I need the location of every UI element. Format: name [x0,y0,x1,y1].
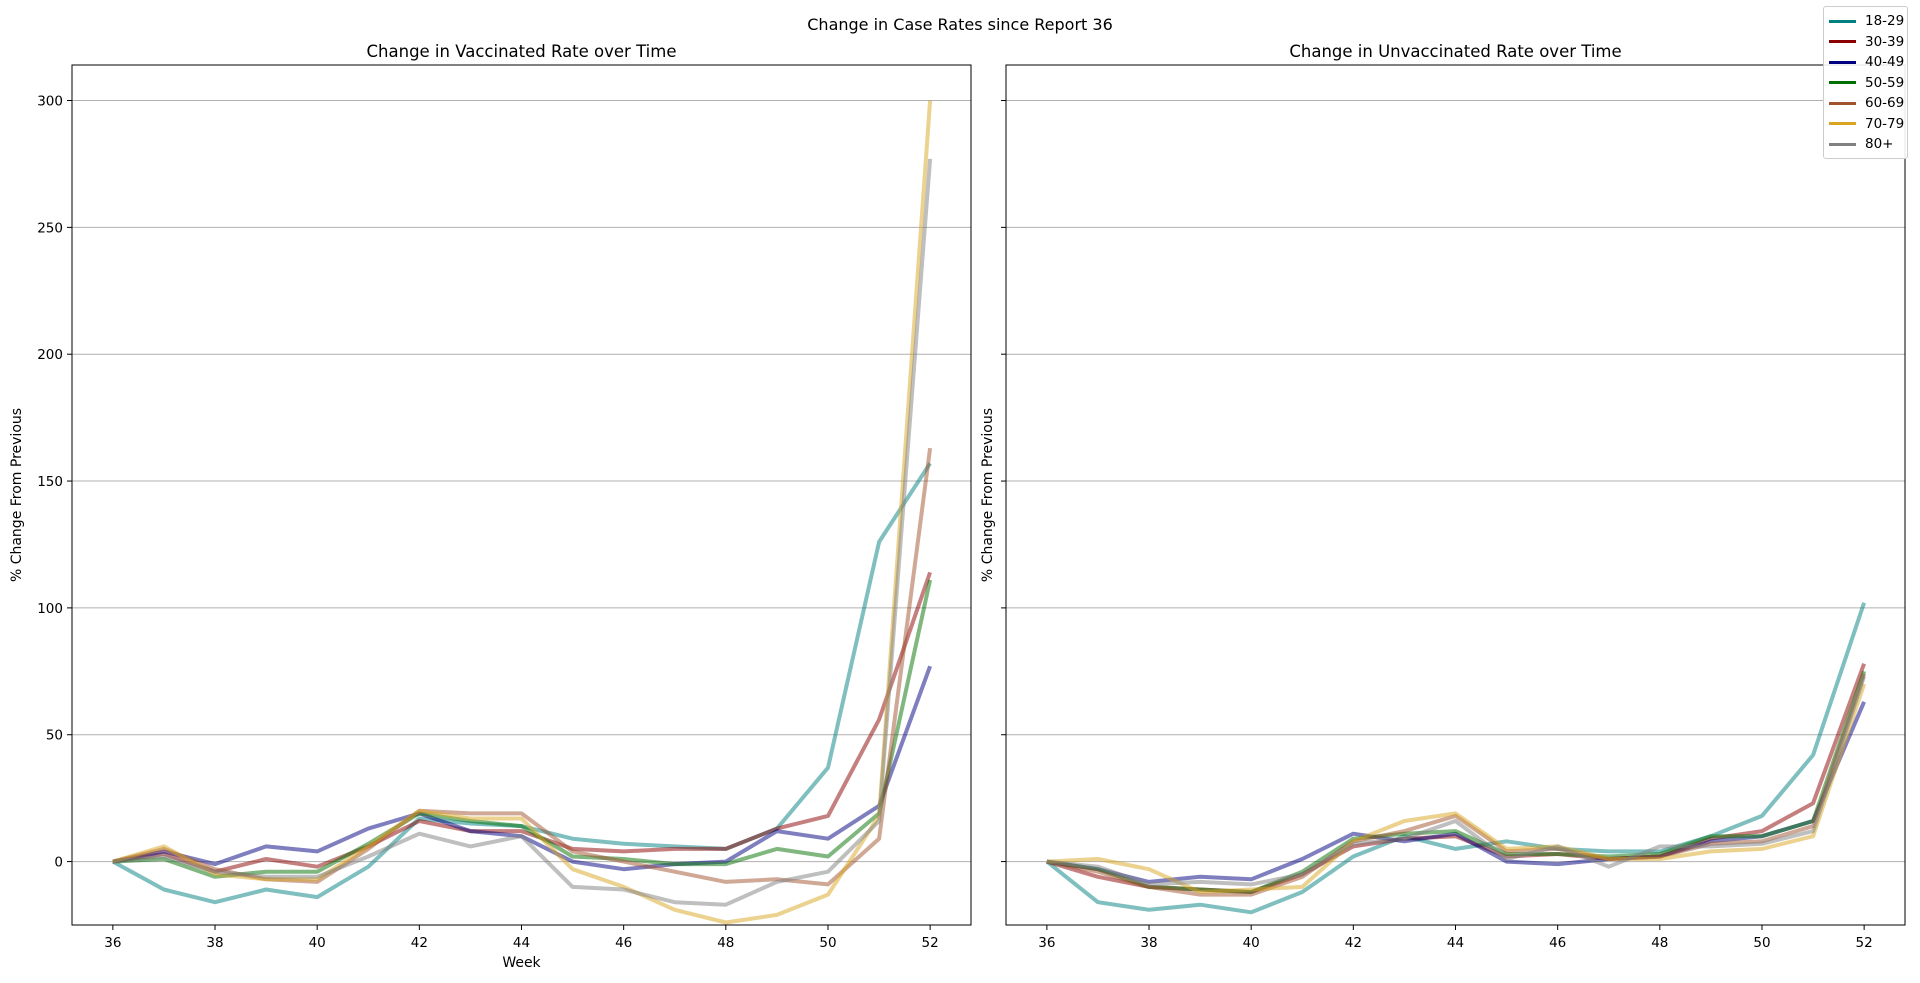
y-tick-label: 150 [37,474,63,490]
series-line-50-59 [1046,670,1866,894]
legend-item: 50-59 [1824,73,1907,94]
legend-swatch [1829,60,1856,64]
legend-swatch [1829,81,1856,85]
axes-frame [1005,64,1906,926]
legend-label: 80+ [1865,136,1894,153]
x-tick-label: 48 [1651,935,1668,951]
y-axis-title: % Change From Previous [9,408,25,582]
legend-swatch [1829,19,1856,23]
axes-frame [71,64,972,926]
legend-label: 60-69 [1865,95,1905,112]
legend-swatch [1829,122,1856,126]
legend-item: 30-39 [1824,32,1907,53]
x-tick-label: 52 [1856,935,1873,951]
x-tick-label: 46 [1549,935,1566,951]
x-axis-title: Week [502,955,541,971]
legend-label: 18-29 [1865,13,1905,30]
series-line-70-79 [112,100,933,925]
unvaccinated-panel: 36 38 40 42 44 46 48 50 52 Change in Unvaccinated… [980,42,1906,951]
y-tick-label: 0 [54,855,63,871]
x-tick-label: 38 [1140,935,1157,951]
y-tick-label: 250 [37,220,63,236]
legend-item: 60-69 [1824,93,1907,114]
x-tick-label: 36 [104,935,121,951]
legend-swatch [1829,142,1856,146]
subplot-title: Change in Vaccinated Rate over Time [367,42,677,61]
x-tick-label: 44 [1447,935,1464,951]
x-tick-label: 40 [309,935,326,951]
y-tick-label: 100 [37,601,63,617]
legend-label: 30-39 [1865,33,1905,50]
x-tick-label: 36 [1038,935,1055,951]
x-tick-label: 46 [615,935,632,951]
y-axis-title: % Change From Previous [980,408,996,582]
legend-label: 70-79 [1865,115,1905,132]
x-tick-label: 44 [513,935,530,951]
legend-item: 70-79 [1824,114,1907,135]
series-line-80+ [1046,675,1866,887]
x-tick-label: 48 [717,935,734,951]
legend-swatch [1829,40,1856,44]
vaccinated-panel: 0 50 100 150 200 250 300 36 38 40 42 44 46 48 50 52 Chan… [9,42,972,971]
series-line-60-69 [1046,673,1866,897]
series-line-70-79 [1046,683,1866,894]
legend-item: 40-49 [1824,52,1907,73]
x-tick-label: 40 [1243,935,1260,951]
legend-item: 80+ [1824,134,1907,155]
legend-swatch [1829,101,1856,105]
x-tick-label: 38 [206,935,223,951]
x-tick-label: 42 [1345,935,1362,951]
legend-item: 18-29 [1824,11,1907,32]
y-tick-label: 200 [37,347,63,363]
x-tick-label: 42 [411,935,428,951]
series-line-18-29 [1045,602,1866,915]
series-line-30-39 [112,571,932,874]
x-tick-label: 52 [922,935,939,951]
series-line-80+ [112,158,933,907]
x-tick-label: 50 [1753,935,1770,951]
series-line-30-39 [1046,663,1866,894]
subplot-title: Change in Unvaccinated Rate over Time [1289,42,1621,61]
y-tick-label: 50 [46,728,63,744]
legend: 18-29 30-39 40-49 50-59 60-69 70-79 80+ [1823,6,1908,159]
legend-label: 50-59 [1865,74,1905,91]
y-tick-label: 300 [37,94,63,110]
x-tick-label: 50 [819,935,836,951]
series-line-40-49 [1046,701,1866,884]
legend-label: 40-49 [1865,54,1905,71]
figure-title: Change in Case Rates since Report 36 [807,15,1113,34]
